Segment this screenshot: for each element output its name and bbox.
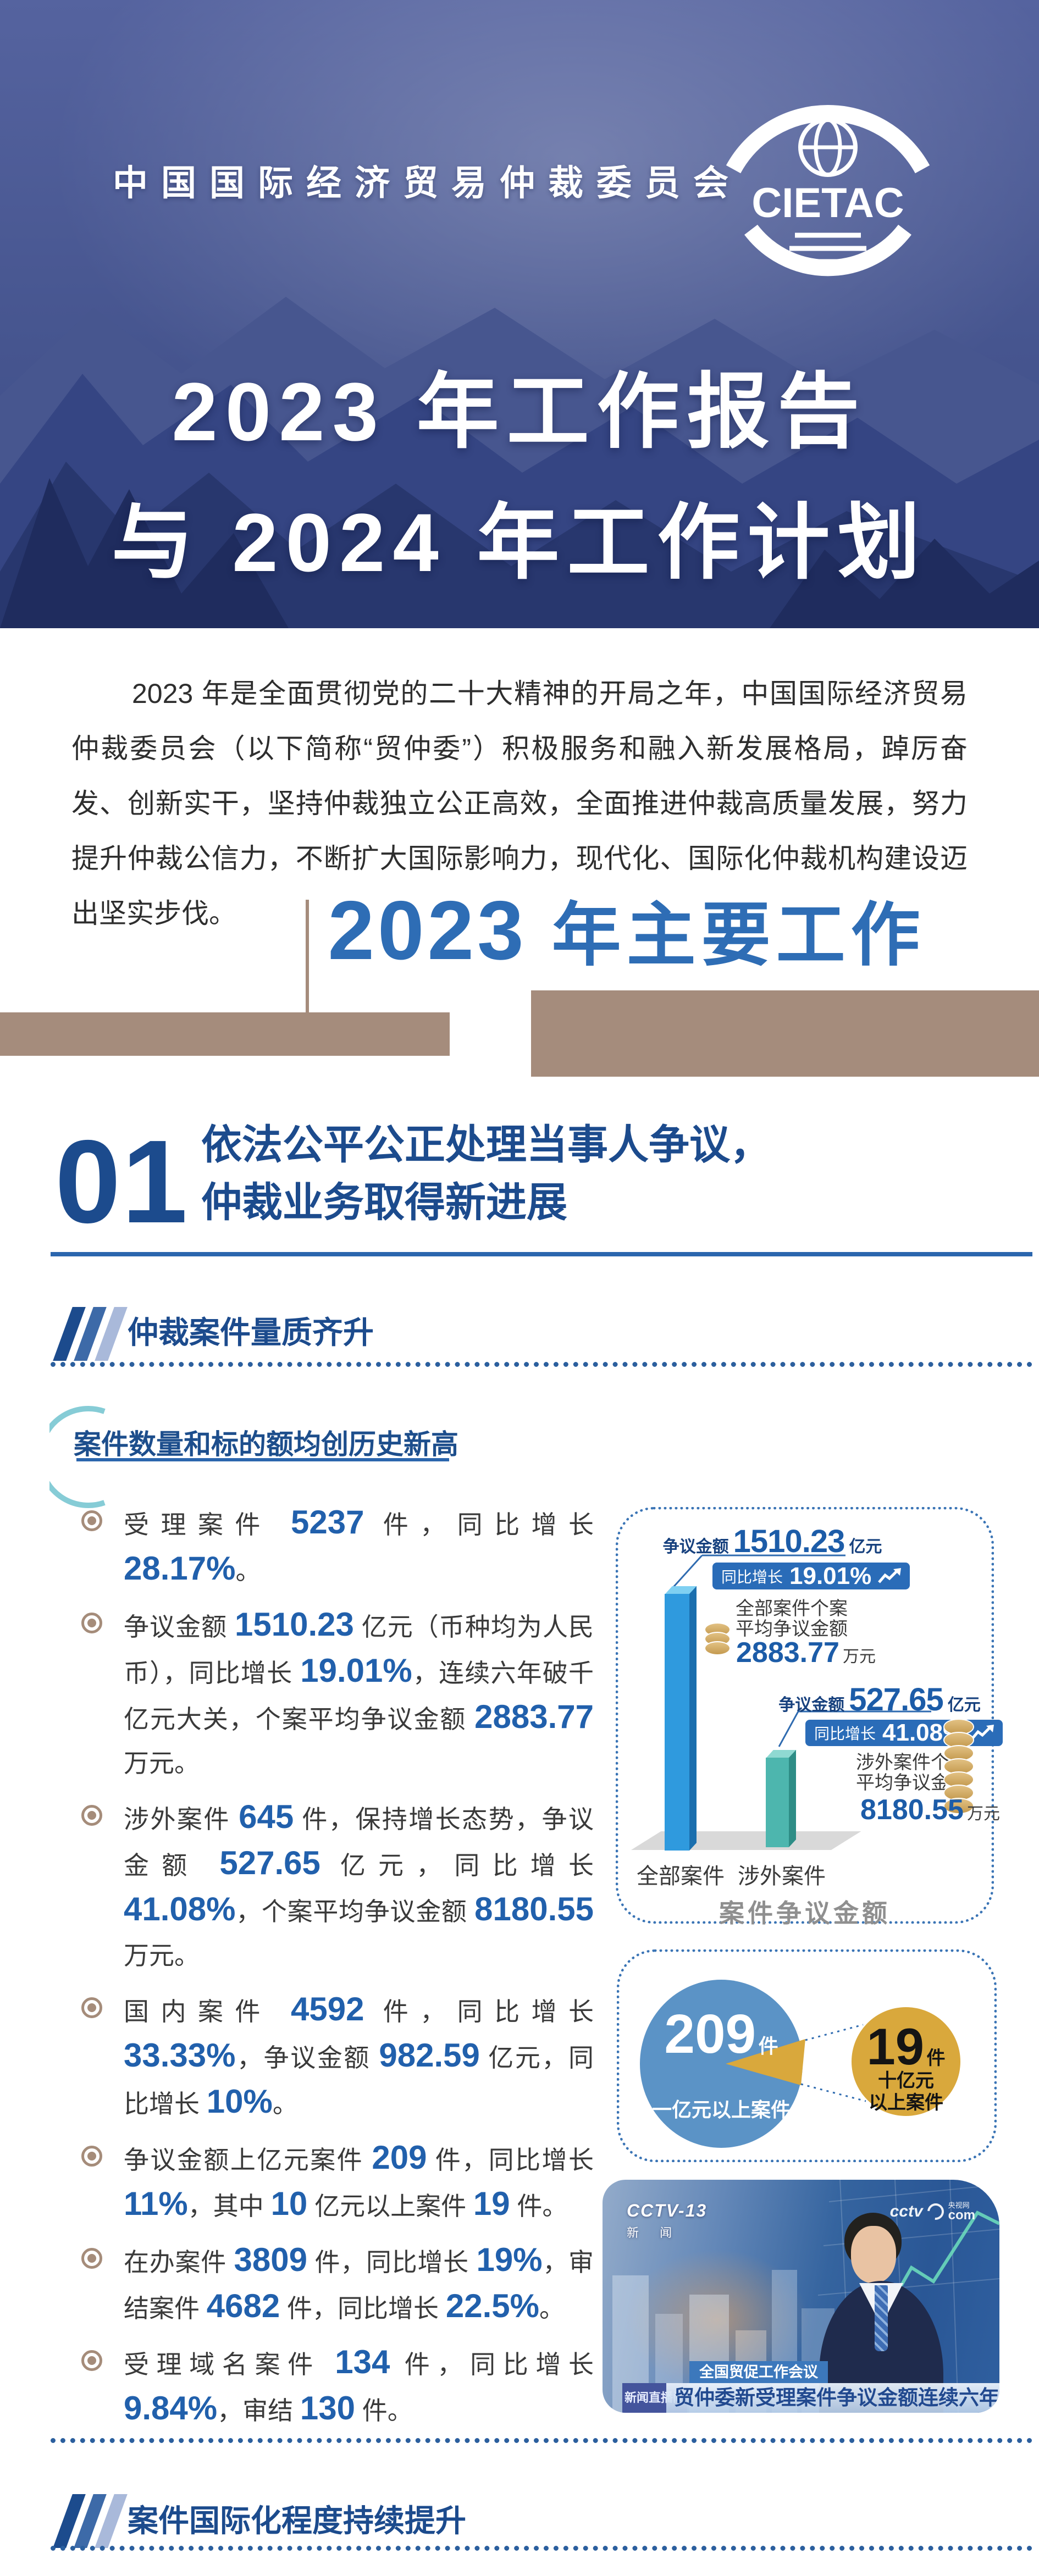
growth-badge-all: 同比增长 19.01% <box>712 1563 910 1589</box>
stripes-icon <box>53 1307 128 1361</box>
pie-wedge <box>726 2039 805 2085</box>
circle-chart <box>640 1980 960 2148</box>
list-item: 在办案件 3809 件，同比增长 19%，审结案件 4682 件，同比增长 22… <box>52 2238 594 2330</box>
mountain-background <box>0 0 1039 628</box>
subsection-title-top: 仲裁案件量质齐升 <box>128 1315 374 1350</box>
section-title-line1: 依法公平公正处理当事人争议， <box>201 1122 771 1167</box>
list-item: 争议金额上亿元案件 209 件，同比增长 11%，其中 10 亿元以上案件 19… <box>52 2136 594 2228</box>
cietac-logo-text: CIETAC <box>751 180 904 226</box>
stats-badge-title: 案件数量和标的额均创历史新高 <box>74 1429 458 1460</box>
trend-arrow-icon <box>971 1725 994 1740</box>
header-banner: 中国国际经济贸易仲裁委员会 CIETAC 2023 年工作报告 与 2024 年… <box>0 0 1039 628</box>
coins-icon-large <box>943 1719 974 1814</box>
section-title-line2: 仲裁业务取得新进展 <box>201 1179 567 1225</box>
news-headline: 贸仲委新受理案件争议金额连续六年破千亿 <box>666 2383 999 2413</box>
dotted-divider-3 <box>51 2546 1032 2551</box>
org-name: 中国国际经济贸易仲裁委员会 <box>113 163 742 203</box>
bar-all-cases <box>665 1586 697 1851</box>
dotted-divider-2 <box>51 2438 1032 2443</box>
coins-icon-small <box>704 1622 731 1655</box>
section-number: 01 <box>55 1115 189 1248</box>
subsection-title-bottom: 案件国际化程度持续提升 <box>128 2503 466 2538</box>
circle-chart-box: 209 件 一亿元以上案件 19 件 十亿元 以上案件 <box>617 1949 997 2162</box>
banner-year: 2023 <box>328 884 527 977</box>
bullet-icon <box>81 2146 102 2167</box>
amount-label-all: 争议金额 1510.23 亿元 <box>662 1524 882 1559</box>
banner-rest: 年主要工作 <box>527 896 926 974</box>
bullet-icon <box>81 1997 102 2018</box>
list-item: 国内案件 4592 件，同比增长 33.33%，争议金额 982.59 亿元，同… <box>52 1987 594 2126</box>
small-circle-value: 19 件 <box>866 2018 946 2075</box>
axis-label-foreign-cases: 涉外案件 <box>738 1864 826 1888</box>
trend-arrow-icon <box>878 1567 902 1583</box>
decor-block-right <box>531 990 1039 1077</box>
list-item: 受理域名案件 134 件，同比增长 9.84%，审结 130 件。 <box>52 2340 594 2433</box>
cctvcom-logo: cctv 央视网 com <box>890 2200 975 2224</box>
avg-label-foreign: 涉外案件个案 平均争议金额 <box>856 1752 968 1793</box>
list-item: 争议金额 1510.23 亿元（币种均为人民币），同比增长 19.01%，连续六… <box>52 1603 594 1785</box>
section-divider <box>51 1252 1032 1256</box>
cctvcom-circle-icon <box>924 2200 947 2224</box>
stats-list: 受理案件 5237 件，同比增长 28.17%。争议金额 1510.23 亿元（… <box>52 1500 594 2442</box>
axis-label-all-cases: 全部案件 <box>637 1864 725 1888</box>
bullet-icon <box>81 2350 102 2371</box>
crescent-icon <box>49 1406 106 1508</box>
news-anchor-face <box>851 2226 896 2283</box>
news-tag: 全国贸促工作会议 <box>689 2361 828 2383</box>
bullet-icon <box>81 2248 102 2269</box>
bar-foreign-cases <box>766 1750 797 1847</box>
main-title-line1: 2023 年工作报告 <box>172 365 867 458</box>
bullet-icon <box>81 1805 102 1826</box>
dotted-divider-1 <box>51 1362 1032 1367</box>
bullet-icon <box>81 1613 102 1633</box>
main-title-line2: 与 2024 年工作计划 <box>111 496 928 589</box>
cietac-logo: CIETAC <box>726 104 930 276</box>
banner-vertical-line <box>306 900 309 1012</box>
intro-paragraph: 2023 年是全面贯彻党的二十大精神的开局之年，中国国际经济贸易仲裁委员会（以下… <box>71 678 968 929</box>
list-item: 涉外案件 645 件，保持增长态势，争议金额 527.65 亿元，同比增长 41… <box>52 1795 594 1977</box>
section-title: 依法公平公正处理当事人争议， 仲裁业务取得新进展 <box>201 1116 916 1231</box>
bar-chart-box: 争议金额 1510.23 亿元 同比增长 19.01% 全部案件个案 平均争议金… <box>616 1507 1003 1927</box>
amount-label-foreign: 争议金额 527.65 亿元 <box>778 1682 981 1718</box>
avg-label-all: 全部案件个案 平均争议金额 <box>736 1598 848 1639</box>
bullet-icon <box>81 1510 102 1531</box>
news-screenshot: CCTV-13 新 闻 cctv 央视网 com 全国贸促工作会议 新闻直播间 … <box>603 2180 999 2413</box>
big-circle-value: 209 件 <box>664 2003 778 2065</box>
bar-chart-title: 案件争议金额 <box>719 1899 891 1927</box>
decor-block-left <box>0 1012 450 1056</box>
connector-lines <box>670 1554 931 1747</box>
list-item: 受理案件 5237 件，同比增长 28.17%。 <box>52 1500 594 1593</box>
small-circle <box>852 2007 960 2116</box>
cctv13-logo: CCTV-13 新 闻 <box>627 2201 708 2240</box>
avg-value-foreign: 8180.55 万元 <box>860 1794 1000 1826</box>
stats-badge-underline <box>76 1458 449 1461</box>
banner-title: 2023 年主要工作 <box>308 879 946 979</box>
small-circle-label: 十亿元 以上案件 <box>869 2070 943 2113</box>
big-circle-label: 一亿元以上案件 <box>651 2098 791 2121</box>
avg-value-all: 2883.77 万元 <box>736 1637 876 1669</box>
stripes-icon <box>53 2494 128 2548</box>
big-circle <box>640 1980 803 2148</box>
